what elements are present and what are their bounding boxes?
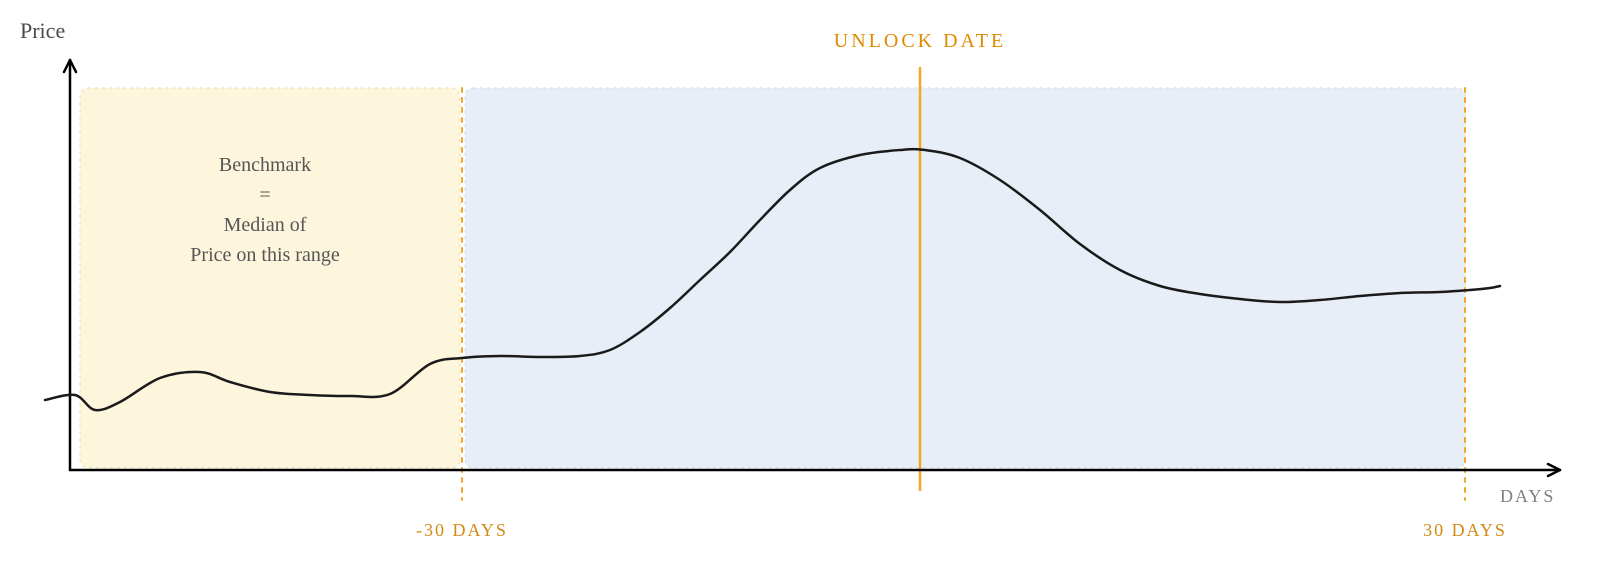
analysis-region bbox=[465, 88, 1465, 468]
x-axis-label: DAYS bbox=[1500, 486, 1555, 507]
unlock-date-label: UNLOCK DATE bbox=[800, 30, 1040, 53]
benchmark-annotation-line: = bbox=[0, 180, 530, 210]
benchmark-region bbox=[80, 88, 460, 468]
benchmark-annotation-line: Median of bbox=[0, 210, 530, 240]
benchmark-annotation-line: Benchmark bbox=[0, 150, 530, 180]
y-axis-label: Price bbox=[20, 18, 65, 44]
benchmark-annotation-line: Price on this range bbox=[0, 240, 530, 270]
price-unlock-diagram: Price DAYS Benchmark=Median ofPrice on t… bbox=[0, 0, 1600, 570]
chart-svg bbox=[0, 0, 1600, 570]
benchmark-annotation: Benchmark=Median ofPrice on this range bbox=[0, 150, 530, 270]
plus-30-days-label: 30 DAYS bbox=[1345, 520, 1585, 541]
minus-30-days-label: -30 DAYS bbox=[342, 520, 582, 541]
